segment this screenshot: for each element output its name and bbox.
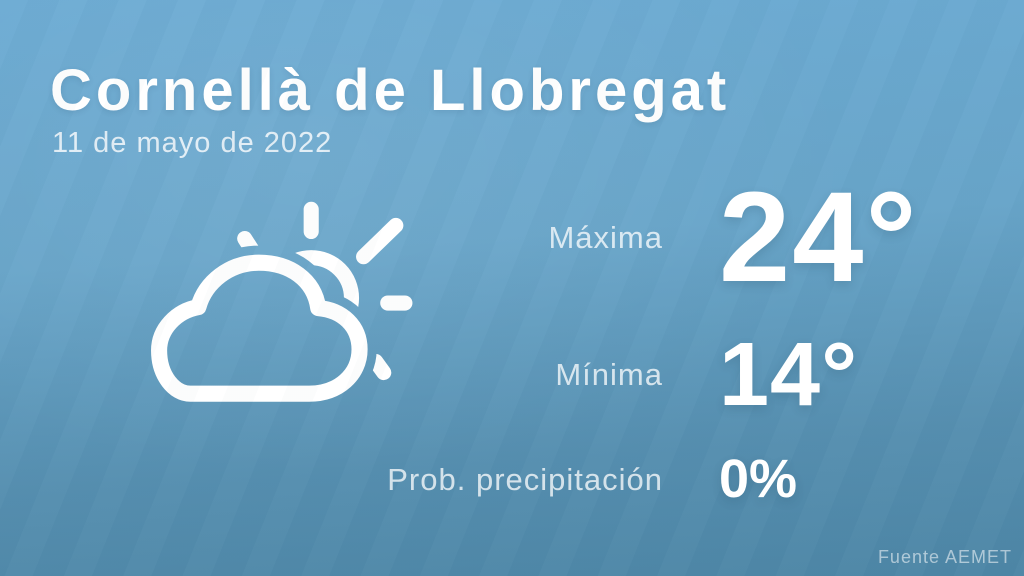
- precipitation-value: 0%: [719, 449, 798, 510]
- date-subtitle: 11 de mayo de 2022: [52, 127, 333, 159]
- source-attribution: Fuente AEMET: [877, 547, 1012, 567]
- precipitation-row: Prob. precipitación 0%: [330, 430, 797, 530]
- max-temp-value: 24°: [719, 166, 919, 310]
- min-temp-label: Mínima: [555, 357, 663, 392]
- partly-cloudy-icon: [151, 201, 413, 402]
- min-temp-value: 14°: [719, 324, 859, 425]
- sun-icon: [237, 201, 413, 381]
- max-temp-row: Máxima 24°: [330, 168, 919, 308]
- max-temp-label: Máxima: [548, 220, 663, 255]
- cloud-icon: [151, 254, 368, 402]
- precipitation-label: Prob. precipitación: [387, 462, 663, 497]
- page-title: Cornellà de Llobregat: [50, 58, 731, 123]
- min-temp-row: Mínima 14°: [330, 310, 858, 440]
